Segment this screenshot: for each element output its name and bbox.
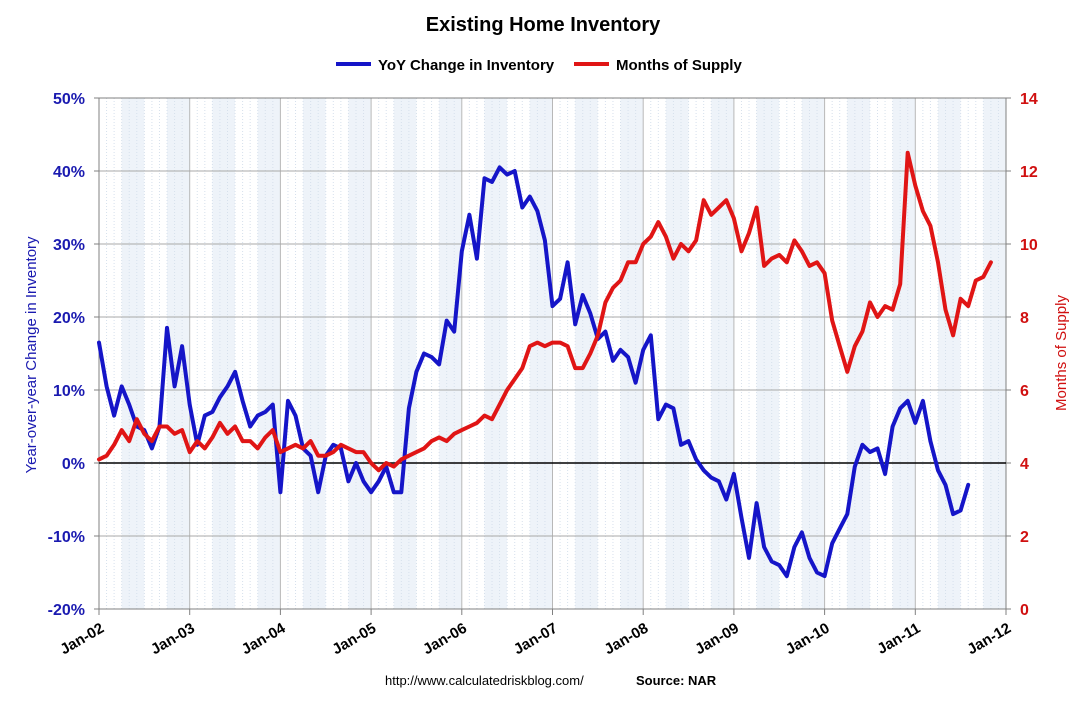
background-band <box>167 98 190 609</box>
right-tick-label: 6 <box>1020 383 1029 400</box>
right-tick-label: 2 <box>1020 529 1029 546</box>
x-tick-label: Jan-08 <box>602 620 652 658</box>
background-band <box>257 98 281 609</box>
x-tick-label: Jan-05 <box>329 620 379 658</box>
background-band <box>756 98 780 609</box>
background-band <box>325 98 349 609</box>
background-band <box>937 98 961 609</box>
right-axis-label: Months of Supply <box>1053 295 1070 411</box>
background-band <box>280 98 304 609</box>
background-band <box>688 98 712 609</box>
series-line-yoy-change <box>97 165 971 579</box>
background-band <box>960 98 984 609</box>
background-band <box>393 98 417 609</box>
left-axis-label: Year-over-year Change in Inventory <box>23 236 40 474</box>
left-tick-label: 20% <box>53 310 85 327</box>
left-tick-label: 40% <box>53 164 85 181</box>
x-tick-label: Jan-12 <box>964 620 1014 658</box>
left-tick-label: 50% <box>53 91 85 108</box>
x-tick-label: Jan-04 <box>239 619 289 658</box>
background-band <box>235 98 258 609</box>
background-band <box>869 98 893 609</box>
x-tick-label: Jan-11 <box>874 620 923 658</box>
background-band <box>144 98 168 609</box>
left-tick-label: -10% <box>48 529 85 546</box>
x-tick-label: Jan-02 <box>57 620 107 658</box>
left-tick-label: 0% <box>62 456 85 473</box>
right-tick-label: 4 <box>1020 456 1029 473</box>
left-axis-ticks: -20% -10% 0% 10% 20% 30% 40% 50% <box>48 91 99 619</box>
background-band <box>348 98 372 609</box>
background-band <box>892 98 916 609</box>
background-band <box>371 98 394 609</box>
background-band <box>915 98 938 609</box>
background-band <box>983 98 1006 609</box>
background-band <box>484 98 508 609</box>
x-tick-label: Jan-06 <box>420 620 470 658</box>
legend-label-yoy: YoY Change in Inventory <box>378 57 555 74</box>
background-band <box>665 98 689 609</box>
left-tick-label: 10% <box>53 383 85 400</box>
background-band <box>99 98 122 609</box>
footer-url: http://www.calculatedriskblog.com/ <box>385 673 584 688</box>
right-tick-label: 12 <box>1020 164 1038 181</box>
x-tick-label: Jan-09 <box>692 620 742 658</box>
right-tick-label: 0 <box>1020 602 1029 619</box>
series-layer <box>97 150 993 579</box>
legend: YoY Change in Inventory Months of Supply <box>336 57 742 74</box>
background-band <box>121 98 145 609</box>
background-band <box>212 98 236 609</box>
x-tick-label: Jan-03 <box>148 620 198 658</box>
background-band <box>711 98 734 609</box>
background-band <box>439 98 462 609</box>
x-tick-label: Jan-07 <box>511 620 561 658</box>
background-band <box>303 98 326 609</box>
footer-source: Source: NAR <box>636 673 717 688</box>
background-band <box>507 98 530 609</box>
background-band <box>643 98 666 609</box>
background-band <box>189 98 213 609</box>
right-tick-label: 10 <box>1020 237 1038 254</box>
background-band <box>779 98 802 609</box>
background-band <box>801 98 825 609</box>
background-bands <box>99 98 1006 609</box>
right-axis-ticks: 0 2 4 6 8 10 12 14 <box>1006 91 1038 619</box>
x-tick-label: Jan-10 <box>783 620 833 658</box>
background-band <box>575 98 598 609</box>
background-band <box>461 98 485 609</box>
series-line-months-supply <box>97 150 993 473</box>
chart-title: Existing Home Inventory <box>426 14 661 36</box>
legend-label-months: Months of Supply <box>616 57 742 74</box>
background-band <box>824 98 848 609</box>
right-tick-label: 14 <box>1020 91 1038 108</box>
background-band <box>620 98 644 609</box>
left-tick-label: 30% <box>53 237 85 254</box>
background-band <box>552 98 576 609</box>
left-tick-label: -20% <box>48 602 85 619</box>
right-tick-label: 8 <box>1020 310 1029 327</box>
background-band <box>529 98 553 609</box>
x-axis-ticks: Jan-02 Jan-03 Jan-04 Jan-05 Jan-06 Jan-07 Jan-… <box>57 609 1014 658</box>
